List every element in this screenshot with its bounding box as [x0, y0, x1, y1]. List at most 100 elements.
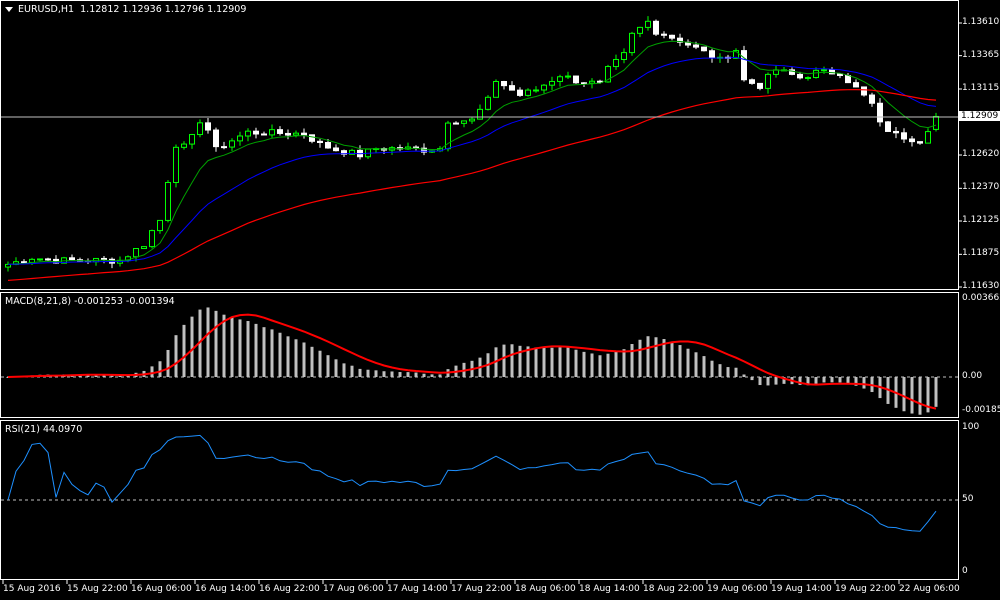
time-axis-label: 16 Aug 06:00	[131, 584, 192, 594]
bull-candle	[469, 118, 475, 122]
rsi-panel-frame	[0, 420, 959, 580]
bear-candle	[325, 142, 331, 149]
dropdown-triangle-icon[interactable]	[5, 7, 13, 12]
rsi-axis-50: 50	[962, 494, 974, 504]
ma-slow-line	[7, 88, 937, 281]
bull-candle	[141, 246, 147, 250]
macd-histogram-bar	[646, 336, 650, 377]
price-axis-label: 1.11630	[962, 280, 1000, 291]
bull-candle	[933, 115, 939, 130]
bear-candle	[861, 86, 867, 96]
time-axis-label: 17 Aug 06:00	[323, 584, 384, 594]
bull-candle	[621, 52, 627, 60]
bull-candle	[165, 181, 171, 221]
macd-histogram-bar	[334, 359, 338, 377]
bull-candle	[525, 89, 531, 96]
close-value: 1.12909	[207, 4, 247, 15]
macd-histogram-bar	[630, 344, 634, 377]
bull-candle	[173, 146, 179, 183]
time-axis-label: 15 Aug 22:00	[67, 584, 128, 594]
macd-histogram-bar	[734, 367, 738, 377]
bear-candle	[421, 147, 427, 153]
macd-histogram-bar	[854, 377, 858, 386]
macd-histogram-bar	[190, 316, 194, 377]
macd-histogram-bar	[798, 377, 802, 385]
macd-histogram-bar	[806, 377, 810, 386]
macd-histogram-bar	[286, 336, 290, 377]
macd-histogram-bar	[358, 368, 362, 377]
bear-candle	[653, 20, 659, 35]
bear-candle	[213, 129, 219, 148]
high-value: 1.12936	[122, 4, 162, 15]
chart-title: EURUSD,H1 1.12812 1.12936 1.12796 1.1290…	[5, 4, 246, 15]
bear-candle	[317, 140, 323, 144]
macd-histogram-bar	[382, 371, 386, 377]
macd-histogram-bar	[438, 374, 442, 377]
bear-candle	[757, 82, 763, 89]
macd-histogram-bar	[742, 374, 746, 377]
macd-histogram-bar	[422, 373, 426, 377]
macd-histogram-bar	[598, 355, 602, 377]
macd-histogram-bar	[774, 377, 778, 385]
bull-candle	[293, 132, 299, 136]
ma-mid-line	[7, 56, 937, 265]
macd-histogram-bar	[254, 323, 258, 377]
bear-candle	[45, 258, 51, 261]
bull-candle	[229, 140, 235, 148]
macd-histogram-bar	[670, 341, 674, 377]
macd-histogram-bar	[342, 363, 346, 377]
price-axis-label: 1.11875	[962, 248, 1000, 259]
macd-histogram-bar	[550, 347, 554, 377]
time-axis-label: 22 Aug 06:00	[899, 584, 960, 594]
bear-candle	[285, 132, 291, 136]
macd-histogram-bar	[654, 337, 658, 377]
macd-histogram-bar	[678, 345, 682, 377]
macd-histogram-bar	[502, 344, 506, 377]
bull-candle	[349, 149, 355, 155]
macd-histogram-bar	[414, 372, 418, 377]
bear-candle	[221, 146, 227, 149]
macd-histogram-bar	[814, 377, 818, 384]
time-axis-label: 17 Aug 22:00	[451, 584, 512, 594]
bear-candle	[909, 138, 915, 143]
time-axis-label: 15 Aug 2016	[3, 584, 61, 594]
bull-candle	[613, 58, 619, 68]
macd-histogram-bar	[94, 374, 98, 377]
macd-histogram-bar	[846, 377, 850, 384]
macd-histogram-bar	[606, 353, 610, 377]
macd-histogram-bar	[102, 374, 106, 377]
macd-histogram-bar	[862, 377, 866, 389]
macd-histogram-bar	[118, 375, 122, 377]
macd-histogram-bar	[206, 307, 210, 377]
bear-candle	[917, 141, 923, 144]
bull-candle	[637, 26, 643, 34]
bull-candle	[237, 135, 243, 142]
bear-candle	[501, 80, 507, 87]
bear-candle	[869, 94, 875, 104]
macd-histogram-bar	[582, 351, 586, 377]
macd-histogram-bar	[910, 377, 914, 414]
macd-histogram-bar	[350, 365, 354, 377]
macd-histogram-bar	[534, 347, 538, 377]
macd-histogram-bar	[318, 350, 322, 377]
macd-histogram-bar	[590, 353, 594, 377]
macd-histogram-bar	[542, 347, 546, 377]
macd-histogram-bar	[662, 339, 666, 377]
macd-histogram-bar	[566, 347, 570, 377]
bear-candle	[877, 102, 883, 123]
time-axis-label: 18 Aug 06:00	[515, 584, 576, 594]
price-axis-label: 1.13610	[962, 17, 1000, 27]
macd-histogram-bar	[702, 356, 706, 377]
bull-candle	[813, 69, 819, 78]
rsi-line	[7, 434, 937, 532]
time-axis-label: 19 Aug 06:00	[707, 584, 768, 594]
bear-candle	[693, 44, 699, 48]
macd-histogram-bar	[174, 335, 178, 377]
macd-histogram-bar	[182, 324, 186, 377]
bull-candle	[805, 76, 811, 79]
time-axis-label: 19 Aug 14:00	[771, 584, 832, 594]
macd-panel-frame	[0, 292, 959, 418]
bear-candle	[205, 122, 211, 131]
macd-histogram-bar	[222, 314, 226, 377]
